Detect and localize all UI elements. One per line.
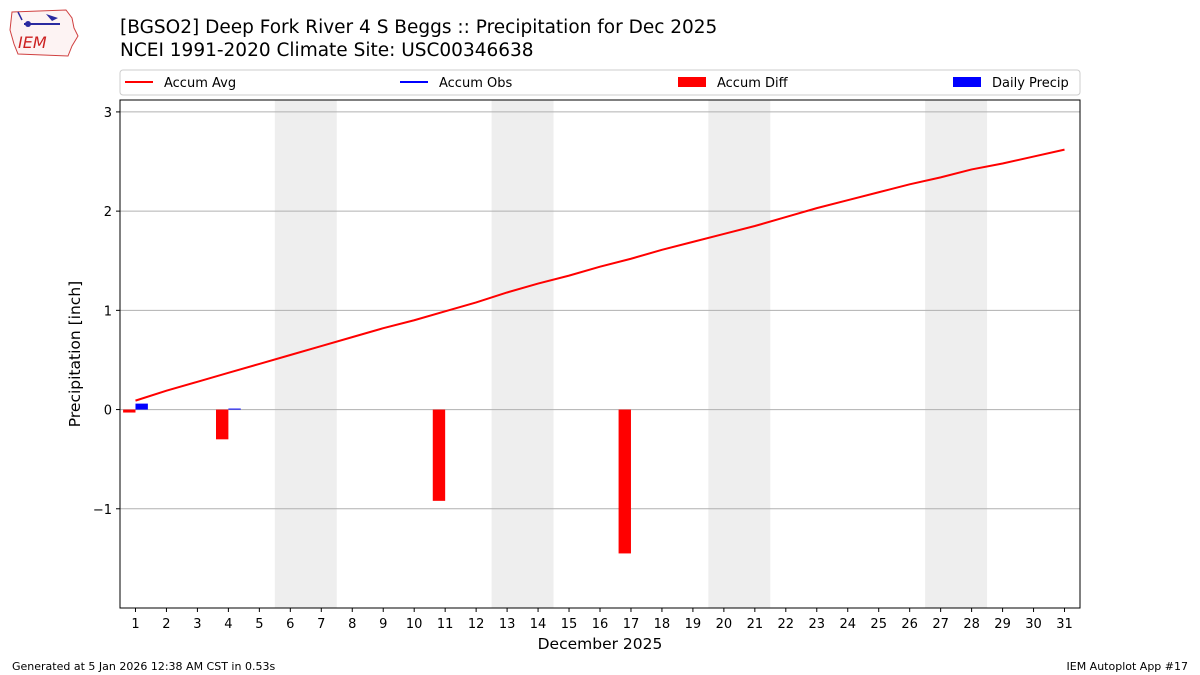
x-tick-label: 30	[1025, 617, 1042, 632]
legend-swatch-bar	[678, 77, 706, 87]
x-tick-label: 23	[809, 617, 826, 632]
x-tick-label: 17	[623, 617, 640, 632]
iem-logo: IEM	[8, 6, 80, 58]
x-tick-label: 4	[224, 617, 232, 632]
x-tick-label: 31	[1056, 617, 1073, 632]
x-tick-label: 27	[932, 617, 949, 632]
x-tick-label: 9	[379, 617, 387, 632]
legend-swatch-bar	[953, 77, 981, 87]
x-tick-label: 25	[870, 617, 887, 632]
y-tick-label: −1	[93, 503, 112, 518]
x-tick-label: 28	[963, 617, 980, 632]
legend-label: Accum Avg	[164, 76, 236, 91]
legend: Accum Avg Accum Obs Accum Diff Daily Precip	[119, 69, 1081, 96]
x-tick-label: 3	[193, 617, 201, 632]
gridlines	[120, 111, 1080, 510]
x-tick-label: 11	[437, 617, 454, 632]
accum-diff-bar	[432, 409, 446, 501]
daily-precip-bar	[228, 408, 241, 410]
x-tick-label: 12	[468, 617, 485, 632]
daily-precip-bar	[135, 403, 148, 410]
x-tick-label: 26	[901, 617, 918, 632]
plot-frame	[119, 99, 1081, 609]
x-tick-label: 24	[839, 617, 856, 632]
weekend-band	[491, 100, 554, 608]
x-tick-label: 29	[994, 617, 1011, 632]
x-axis-label: December 2025	[538, 635, 663, 653]
legend-label: Accum Diff	[717, 76, 789, 91]
x-tick-label: 5	[255, 617, 263, 632]
y-tick-label: 1	[104, 304, 112, 319]
chart-title: [BGSO2] Deep Fork River 4 S Beggs :: Pre…	[120, 17, 718, 38]
lines	[135, 148, 1065, 402]
logo-text: IEM	[18, 33, 47, 52]
y-tick-label: 2	[104, 205, 112, 220]
x-tick-label: 1	[131, 617, 139, 632]
x-tick-label: 22	[778, 617, 795, 632]
accum-diff-bar	[123, 409, 136, 413]
x-tick-label: 20	[716, 617, 733, 632]
x-tick-label: 21	[747, 617, 764, 632]
y-tick-label: 0	[104, 404, 112, 419]
x-tick-label: 14	[530, 617, 547, 632]
weekend-band	[708, 100, 771, 608]
legend-box	[119, 69, 1081, 96]
x-tick-label: 7	[317, 617, 325, 632]
y-axis-label: Precipitation [inch]	[66, 281, 84, 427]
legend-label: Daily Precip	[992, 76, 1069, 91]
legend-label: Accum Obs	[439, 76, 512, 91]
footer-app: IEM Autoplot App #17	[1066, 660, 1189, 673]
x-tick-label: 6	[286, 617, 294, 632]
footer-generated: Generated at 5 Jan 2026 12:38 AM CST in …	[12, 660, 276, 673]
accum-diff-bar	[216, 409, 229, 440]
accum-avg-line	[135, 148, 1065, 402]
x-tick-label: 13	[499, 617, 516, 632]
weekend-band	[925, 100, 988, 608]
x-tick-label: 10	[406, 617, 423, 632]
y-tick-label: 3	[104, 106, 112, 121]
x-tick-label: 19	[685, 617, 702, 632]
x-tick-label: 8	[348, 617, 356, 632]
accum-diff-bar	[618, 409, 631, 554]
bars	[123, 403, 631, 554]
weekend-band	[274, 100, 337, 608]
x-tick-label: 2	[162, 617, 170, 632]
x-tick-label: 16	[592, 617, 609, 632]
weekend-shading	[274, 100, 988, 608]
chart-subtitle: NCEI 1991-2020 Climate Site: USC00346638	[120, 40, 534, 61]
x-tick-label: 18	[654, 617, 671, 632]
x-tick-label: 15	[561, 617, 578, 632]
